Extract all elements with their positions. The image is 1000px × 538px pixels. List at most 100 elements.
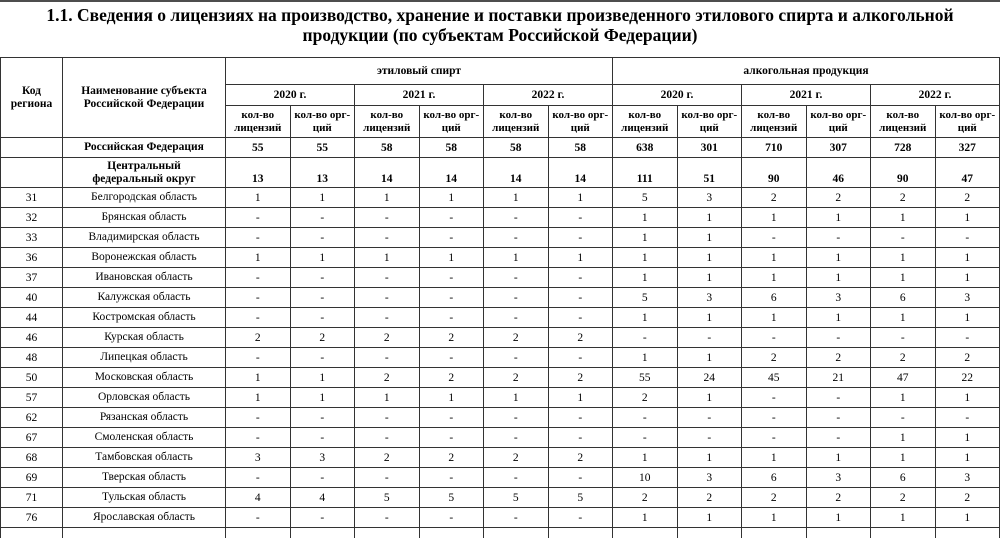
value-cell: 728: [870, 137, 936, 158]
value-cell: 1: [612, 267, 678, 288]
value-cell: -: [418, 227, 484, 248]
value-cell: 1: [225, 367, 291, 388]
value-cell: 5: [612, 187, 678, 208]
value-cell: -: [870, 227, 936, 248]
region-code-cell: 57: [0, 387, 63, 408]
table-row: 33 Владимирская область - - - - - -1 1- - - -: [0, 227, 1000, 248]
value-cell: 2: [547, 447, 613, 468]
table-row: 71 Тульская область 4 4 5 5 5 5 2 2 2 2 2 2: [0, 487, 1000, 508]
table-body: Российская Федерация 55 55 58 58 58 58 638 301 71…: [0, 137, 1000, 538]
header-row-sections: Код региона Наименование субъекта Россий…: [0, 57, 1000, 138]
value-cell: 2: [547, 327, 613, 348]
value-cell: 2: [225, 327, 291, 348]
value-cell: 10: [612, 467, 678, 488]
header-org-count: кол-во орг-ций: [418, 105, 484, 138]
region-code-cell: 46: [0, 327, 63, 348]
table-row: 37 Ивановская область - - - - - -1 1 1 1 1 1: [0, 267, 1000, 288]
value-cell: -: [225, 467, 291, 488]
header-license-count: кол-во лицензий: [741, 105, 807, 138]
value-cell: -: [289, 307, 355, 328]
value-cell: -: [225, 267, 291, 288]
value-cell: -: [547, 267, 613, 288]
region-name-cell: Воронежская область: [62, 247, 226, 268]
value-cell: -: [289, 407, 355, 428]
value-cell: 1: [870, 387, 936, 408]
value-cell: 1: [805, 447, 871, 468]
value-cell: -: [547, 207, 613, 228]
header-license-count: кол-во лицензий: [354, 105, 420, 138]
region-name-cell: Липецкая область: [62, 347, 226, 368]
value-cell: -: [225, 287, 291, 308]
value-cell: 3: [934, 287, 1000, 308]
header-region-name: Наименование субъекта Российской Федерац…: [62, 57, 226, 138]
region-code-cell: 67: [0, 427, 63, 448]
value-cell: -: [483, 207, 549, 228]
region-code-cell: 31: [0, 187, 63, 208]
header-org-count: кол-во орг-ций: [547, 105, 613, 138]
value-cell: -: [805, 227, 871, 248]
header-row-years: 2020 г. 2021 г. 2022 г. 2020 г. 2021 г. …: [1, 84, 1000, 106]
value-cell: 1: [934, 267, 1000, 288]
table-row: 69 Тверская область - - - - - -10 3 6 3 6 3: [0, 467, 1000, 488]
value-cell: 1: [547, 387, 613, 408]
value-cell: 3: [805, 287, 871, 308]
value-cell: 2: [354, 327, 420, 348]
value-cell: 2: [805, 187, 871, 208]
region-name-cell: Ярославская область: [62, 507, 226, 528]
header-section-alcohol: алкогольная продукция: [612, 57, 1000, 85]
value-cell: 2: [289, 327, 355, 348]
value-cell: -: [354, 467, 420, 488]
value-cell: 2: [805, 347, 871, 368]
value-cell: 47: [934, 157, 1000, 188]
region-code-cell: 69: [0, 467, 63, 488]
value-cell: 2: [934, 487, 1000, 508]
value-cell: 55: [289, 137, 355, 158]
value-cell: 1: [289, 187, 355, 208]
value-cell: 1: [612, 447, 678, 468]
table-row: 50 Московская область 1 1 2 2 2 2 55 24 45 21 47 22: [0, 367, 1000, 388]
value-cell: 2: [805, 487, 871, 508]
value-cell: 13: [225, 157, 291, 188]
value-cell: 46: [805, 157, 871, 188]
value-cell: 1: [289, 387, 355, 408]
value-cell: -: [289, 227, 355, 248]
value-cell: 1: [870, 507, 936, 528]
value-cell: -: [870, 327, 936, 348]
empty-cell: [354, 527, 420, 538]
value-cell: 1: [934, 307, 1000, 328]
value-cell: 1: [418, 247, 484, 268]
value-cell: -: [547, 467, 613, 488]
value-cell: -: [805, 387, 871, 408]
value-cell: 1: [418, 187, 484, 208]
empty-cell: [741, 527, 807, 538]
value-cell: 1: [676, 507, 742, 528]
value-cell: -: [418, 347, 484, 368]
value-cell: 51: [676, 157, 742, 188]
region-name-cell: Тамбовская область: [62, 447, 226, 468]
value-cell: 1: [354, 187, 420, 208]
empty-cell: [870, 527, 936, 538]
region-name-cell: Ивановская область: [62, 267, 226, 288]
empty-cell: [418, 527, 484, 538]
value-cell: -: [483, 427, 549, 448]
table-row: 40 Калужская область - - - - - -5 3 6 3 6 3: [0, 287, 1000, 308]
page-title: 1.1. Сведения о лицензиях на производств…: [46, 5, 954, 45]
value-cell: 2: [547, 367, 613, 388]
value-cell: 2: [741, 187, 807, 208]
value-cell: -: [483, 307, 549, 328]
value-cell: 6: [870, 467, 936, 488]
value-cell: 2: [612, 487, 678, 508]
value-cell: 1: [612, 247, 678, 268]
value-cell: 5: [354, 487, 420, 508]
value-cell: 1: [676, 387, 742, 408]
value-cell: 2: [741, 487, 807, 508]
empty-cell: [676, 527, 742, 538]
header-license-count: кол-во лицензий: [870, 105, 936, 138]
value-cell: 6: [870, 287, 936, 308]
value-cell: 14: [547, 157, 613, 188]
table-row: 68 Тамбовская область 3 3 2 2 2 2 1 1 1 1 1 1: [0, 447, 1000, 468]
table-row: 48 Липецкая область - - - - - -1 1 2 2 2 2: [0, 347, 1000, 368]
value-cell: 3: [676, 287, 742, 308]
value-cell: -: [612, 407, 678, 428]
value-cell: -: [225, 507, 291, 528]
